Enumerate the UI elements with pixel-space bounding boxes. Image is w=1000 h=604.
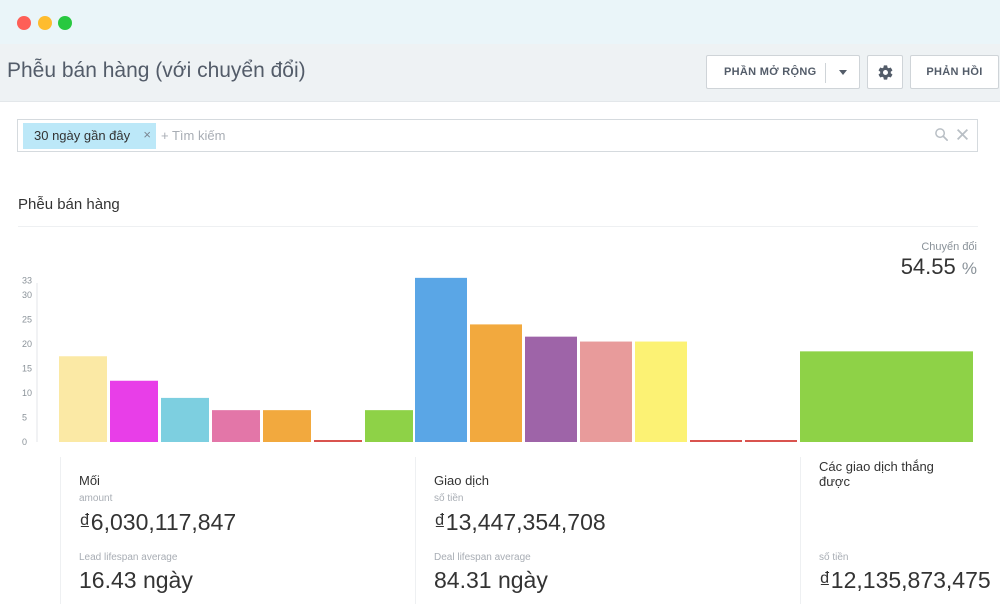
leads-title: Mối (79, 473, 100, 488)
conversion-number: 54.55 (900, 254, 956, 279)
y-tick-label: 10 (22, 388, 32, 398)
deals-amount-value: ₫13,447,354,708 (434, 509, 606, 535)
gear-icon (878, 65, 893, 80)
chart-bar (745, 440, 797, 442)
deals-amount-label: số tiền (434, 493, 464, 504)
leads-lifespan-label: Lead lifespan average (79, 552, 178, 563)
minimize-window-button[interactable] (38, 16, 52, 30)
leads-stat-panel: Mối amount ₫6,030,117,847 Lead lifespan … (60, 457, 415, 604)
extensions-button[interactable]: PHẦN MỞ RỘNG (706, 55, 860, 89)
chart-bar (525, 336, 577, 442)
page-title: Phễu bán hàng (với chuyển đổi) (7, 59, 306, 82)
y-tick-label: 0 (22, 437, 27, 447)
won-amount-label: số tiền (819, 552, 849, 563)
chart-bar (415, 277, 467, 442)
section-title: Phễu bán hàng (18, 196, 120, 213)
filter-chip[interactable]: 30 ngày gần đây × (23, 123, 156, 149)
filter-chip-label: 30 ngày gần đây (34, 128, 131, 143)
chart-bar (263, 410, 311, 442)
maximize-window-button[interactable] (58, 16, 72, 30)
feedback-button[interactable]: PHẢN HỒI (910, 55, 999, 89)
leads-amount-value: ₫6,030,117,847 (79, 509, 237, 535)
leads-lifespan-value: 16.43 ngày (79, 567, 193, 593)
deals-title: Giao dịch (434, 473, 489, 488)
remove-filter-icon[interactable]: × (143, 127, 151, 142)
extensions-button-label: PHẦN MỞ RỘNG (724, 66, 817, 78)
y-tick-label: 5 (22, 413, 27, 423)
chart-bar (212, 410, 260, 442)
won-deals-title: Các giao dịch thắng được (819, 459, 934, 489)
close-window-button[interactable] (17, 16, 31, 30)
chart-bar (580, 341, 632, 442)
y-tick-label: 15 (22, 364, 32, 374)
button-divider (825, 63, 826, 83)
chart-bar (800, 351, 973, 442)
chart-bar (314, 440, 362, 442)
search-input[interactable]: + Tìm kiếm (161, 128, 226, 143)
window-titlebar (0, 0, 1000, 44)
conversion-unit: % (961, 259, 977, 278)
chart-bar (365, 410, 413, 442)
conversion-value: 54.55 % (901, 254, 977, 280)
leads-amount-label: amount (79, 493, 113, 504)
filter-search-bar[interactable]: 30 ngày gần đây × + Tìm kiếm (17, 119, 978, 152)
feedback-button-label: PHẢN HỒI (926, 66, 983, 78)
chart-bar (635, 341, 687, 442)
y-tick-label: 33 (22, 275, 32, 285)
won-amount-value: ₫12,135,873,475 (819, 567, 991, 593)
chevron-down-icon[interactable] (839, 70, 847, 75)
deals-lifespan-value: 84.31 ngày (434, 567, 548, 593)
search-icon[interactable] (934, 127, 949, 142)
deals-lifespan-label: Deal lifespan average (434, 552, 531, 563)
chart-bar (690, 440, 742, 442)
section-divider (18, 226, 978, 227)
chart-bar (470, 324, 522, 442)
chart-bar (110, 380, 158, 442)
y-tick-label: 25 (22, 315, 32, 325)
clear-search-icon[interactable] (956, 128, 969, 141)
y-tick-label: 30 (22, 290, 32, 300)
settings-button[interactable] (867, 55, 903, 89)
chart-bar (59, 356, 107, 442)
funnel-bar-chart: 0 5 10 15 20 25 30 33 (22, 275, 973, 447)
page-header: Phễu bán hàng (với chuyển đổi) PHẦN MỞ R… (0, 44, 1000, 102)
deals-stat-panel: Giao dịch số tiền ₫13,447,354,708 Deal l… (415, 457, 801, 604)
won-deals-stat-panel: Các giao dịch thắng được số tiền ₫12,135… (800, 457, 1000, 604)
conversion-label: Chuyển đổi (921, 241, 977, 253)
chart-bar (161, 397, 209, 442)
y-tick-label: 20 (22, 339, 32, 349)
